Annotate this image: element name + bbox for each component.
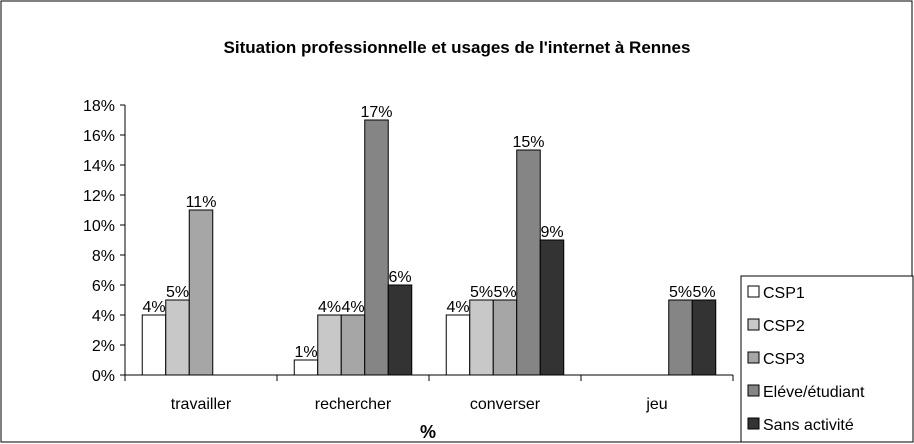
legend-swatch (747, 318, 760, 331)
legend-swatch (747, 351, 760, 364)
data-label: 4% (446, 299, 469, 316)
bar (387, 284, 413, 376)
bar (317, 314, 342, 376)
bar (539, 239, 565, 376)
bar (469, 299, 494, 376)
bar (492, 299, 518, 376)
y-tick-label: 2% (92, 338, 115, 355)
bar (188, 209, 214, 376)
legend-label: Eléve/étudiant (763, 384, 865, 401)
legend-label: Sans activité (763, 417, 854, 434)
y-tick-label: 6% (92, 278, 115, 295)
data-label: 9% (540, 224, 563, 241)
data-label: 5% (166, 284, 189, 301)
legend-swatch (747, 285, 760, 298)
data-label: 11% (186, 194, 217, 211)
data-label: 4% (142, 299, 165, 316)
data-label: 6% (388, 269, 411, 286)
y-tick-label: 12% (83, 188, 115, 205)
bar (445, 314, 471, 376)
bar (340, 314, 366, 376)
data-label: 5% (669, 284, 692, 301)
bar (141, 314, 167, 376)
x-axis-label: % (420, 422, 436, 442)
legend-swatch (747, 417, 760, 430)
legend-label: CSP1 (763, 285, 805, 302)
data-label: 15% (512, 134, 544, 151)
x-tick-label: travailler (171, 396, 232, 413)
y-tick-label: 14% (83, 158, 115, 175)
y-tick-label: 10% (83, 218, 115, 235)
chart-title: Situation professionnelle et usages de l… (224, 38, 691, 57)
bar (364, 119, 389, 376)
data-label: 4% (341, 299, 364, 316)
x-tick-label: jeu (645, 396, 667, 413)
data-label: 4% (318, 299, 341, 316)
legend-label: CSP3 (763, 351, 805, 368)
legend-swatch (747, 384, 760, 397)
data-label: 5% (493, 284, 516, 301)
bar (293, 359, 319, 376)
y-tick-label: 0% (92, 368, 115, 385)
bar (516, 149, 541, 376)
bar (165, 299, 190, 376)
y-tick-label: 18% (83, 98, 115, 115)
x-tick-label: rechercher (315, 396, 392, 413)
y-tick-label: 8% (92, 248, 115, 265)
legend-label: CSP2 (763, 318, 805, 335)
data-label: 17% (360, 104, 392, 121)
x-tick-label: converser (470, 396, 541, 413)
data-label: 1% (294, 344, 317, 361)
bar (668, 299, 693, 376)
y-tick-label: 4% (92, 308, 115, 325)
bar (691, 299, 717, 376)
legend-box (740, 275, 914, 443)
data-label: 5% (692, 284, 715, 301)
data-label: 5% (470, 284, 493, 301)
y-tick-label: 16% (83, 128, 115, 145)
